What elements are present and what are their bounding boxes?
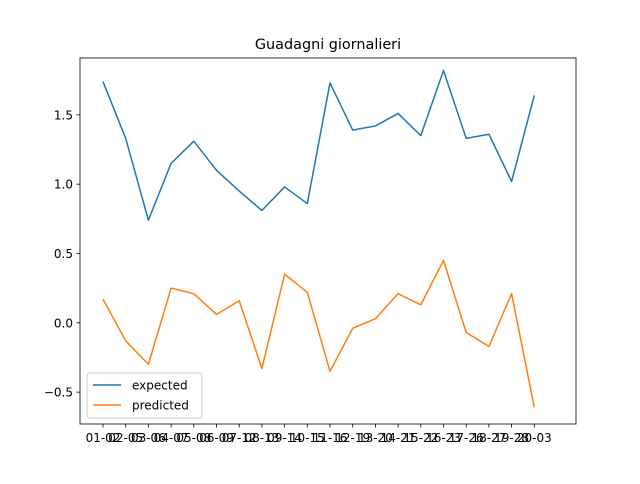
legend-label-predicted: predicted (132, 399, 189, 413)
x-tick-label: 11-16 (313, 431, 348, 445)
x-tick-label: 09-14 (267, 431, 302, 445)
x-tick-label: 18-27 (471, 431, 506, 445)
y-tick-label: 0.5 (54, 247, 73, 261)
x-tick-label: 15-22 (403, 431, 438, 445)
chart-title: Guadagni giornalieri (255, 37, 401, 53)
x-tick-label: 16-23 (426, 431, 461, 445)
legend: expected predicted (86, 372, 203, 419)
x-tick-label: 10-15 (290, 431, 325, 445)
x-tick-label: 03-06 (131, 431, 166, 445)
x-tick-label: 20-03 (517, 431, 552, 445)
series-line-predicted (102, 259, 536, 408)
legend-label-expected: expected (132, 379, 188, 393)
series-line-expected (102, 69, 536, 221)
y-tick-label: −0.5 (44, 386, 73, 400)
plot-frame (79, 57, 577, 425)
y-tick-label: 0.0 (54, 316, 73, 330)
x-tick-label: 17-26 (449, 431, 484, 445)
x-tick-label: 02-05 (108, 431, 143, 445)
x-tick-label: 06-09 (199, 431, 234, 445)
x-tick-label: 19-28 (494, 431, 529, 445)
x-tick-label: 04-07 (154, 431, 189, 445)
y-tick-label: 1.0 (54, 178, 73, 192)
x-tick-label: 12-19 (335, 431, 370, 445)
x-tick-label: 08-13 (244, 431, 279, 445)
x-tick-label: 13-20 (358, 431, 393, 445)
x-tick-label: 14-21 (381, 431, 416, 445)
y-tick-label: 1.5 (54, 108, 73, 122)
x-tick-label: 01-02 (86, 431, 121, 445)
x-tick-label: 07-12 (222, 431, 257, 445)
x-tick-label: 05-08 (176, 431, 211, 445)
